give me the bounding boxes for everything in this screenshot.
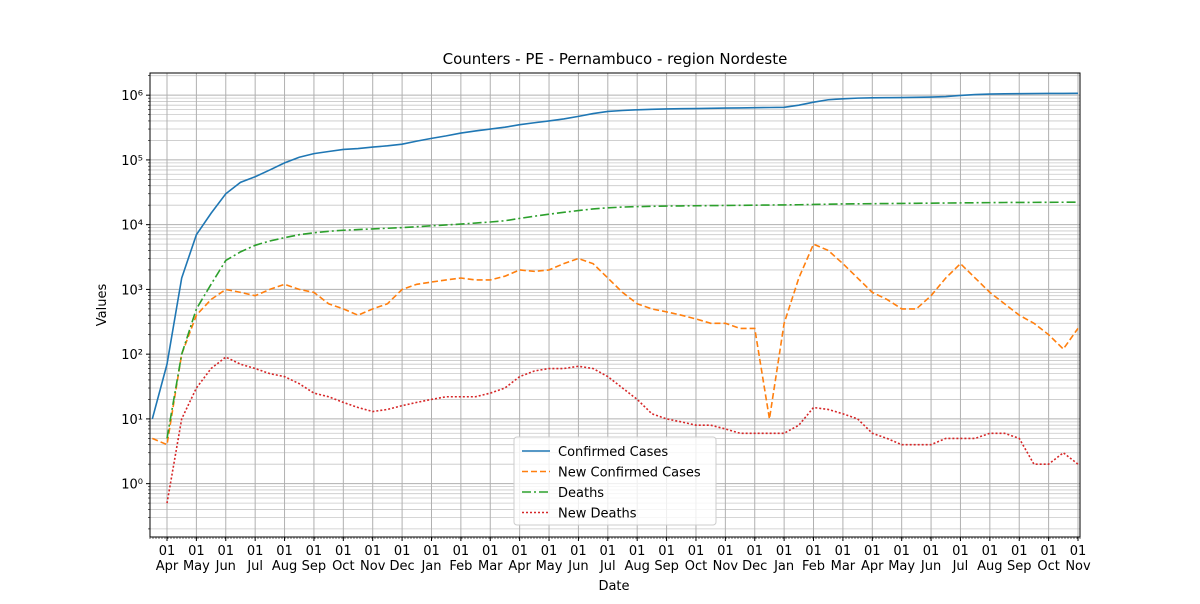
x-tick-label: 01 Oct — [332, 544, 354, 574]
x-tick-label: 01 Jun — [920, 544, 941, 574]
series-line — [151, 92, 1079, 420]
x-tick-label: 01 Sep — [654, 544, 679, 574]
x-tick-label: 01 May — [888, 544, 915, 574]
x-tick-label: 01 Oct — [1037, 544, 1059, 574]
x-tick-label: 01 Jul — [599, 544, 616, 574]
y-tick-label: 10⁴ — [121, 219, 143, 234]
x-axis-label: Date — [598, 579, 629, 594]
x-tick-label: 01 May — [183, 544, 210, 574]
x-tick-label: 01 Aug — [977, 544, 1002, 574]
x-tick-label: 01 May — [536, 544, 563, 574]
x-tick-label: 01 Sep — [302, 544, 327, 574]
series-line — [166, 201, 1079, 439]
x-tick-label: 01 Apr — [508, 544, 531, 574]
y-tick-label: 10⁶ — [121, 89, 143, 104]
x-tick-label: 01 Jun — [567, 544, 588, 574]
x-tick-label: 01 Feb — [802, 544, 825, 574]
legend-label: New Confirmed Cases — [558, 466, 701, 481]
x-tick-label: 01 Dec — [742, 544, 767, 574]
x-tick-label: 01 Feb — [449, 544, 472, 574]
x-tick-label: 01 Sep — [1007, 544, 1032, 574]
x-tick-label: 01 Nov — [1065, 544, 1091, 574]
x-tick-label: 01 Mar — [831, 544, 856, 574]
y-tick-label: 10² — [121, 348, 143, 363]
series-line — [166, 356, 1079, 504]
plot-frame — [149, 72, 1081, 538]
legend-label: Confirmed Cases — [558, 445, 668, 460]
legend-label: New Deaths — [558, 507, 637, 522]
x-tick-label: 01 Jan — [773, 544, 794, 574]
chart-title: Counters - PE - Pernambuco - region Nord… — [443, 50, 788, 68]
y-axis-label: Values — [95, 284, 110, 327]
legend-box — [513, 436, 717, 526]
x-tick-label: 01 Jan — [420, 544, 441, 574]
x-tick-label: 01 Jul — [246, 544, 263, 574]
x-tick-label: 01 Mar — [478, 544, 503, 574]
x-tick-label: 01 Jun — [215, 544, 236, 574]
x-tick-label: 01 Jul — [952, 544, 969, 574]
series-line — [151, 243, 1079, 446]
y-tick-label: 10⁵ — [121, 154, 143, 169]
x-tick-label: 01 Nov — [713, 544, 739, 574]
x-tick-label: 01 Nov — [360, 544, 386, 574]
x-tick-label: 01 Dec — [390, 544, 415, 574]
x-tick-label: 01 Aug — [624, 544, 649, 574]
x-tick-label: 01 Oct — [685, 544, 707, 574]
y-tick-label: 10⁰ — [121, 478, 143, 493]
y-tick-label: 10³ — [121, 283, 143, 298]
x-tick-label: 01 Apr — [156, 544, 179, 574]
y-tick-label: 10¹ — [121, 413, 143, 428]
x-tick-label: 01 Aug — [272, 544, 297, 574]
legend-label: Deaths — [558, 486, 604, 501]
x-tick-label: 01 Apr — [861, 544, 884, 574]
